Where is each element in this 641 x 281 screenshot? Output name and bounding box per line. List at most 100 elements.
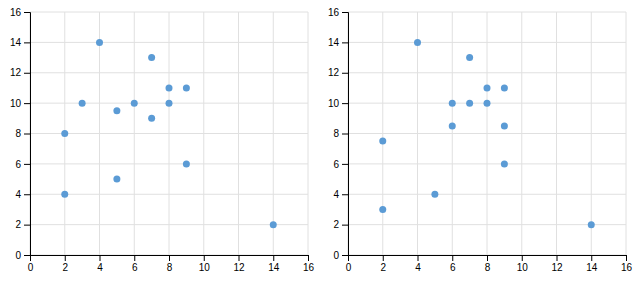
grid-line-y xyxy=(348,12,626,13)
grid-line-y xyxy=(348,194,626,195)
tick: 2 xyxy=(62,255,68,273)
tick-label: 6 xyxy=(450,262,456,273)
point xyxy=(466,100,473,107)
tick-mark xyxy=(24,164,30,165)
tick: 10 xyxy=(328,98,348,109)
point xyxy=(183,160,190,167)
tick: 2 xyxy=(380,255,386,273)
tick-mark xyxy=(24,42,30,43)
tick: 14 xyxy=(328,37,348,48)
tick: 6 xyxy=(450,255,456,273)
points xyxy=(379,39,595,228)
tick-mark xyxy=(134,255,135,261)
tick-label: 2 xyxy=(380,262,386,273)
point xyxy=(414,39,421,46)
tick-label: 0 xyxy=(15,250,21,261)
tick-label: 2 xyxy=(62,262,68,273)
tick: 12 xyxy=(551,255,563,273)
tick: 16 xyxy=(303,255,315,273)
grid-line-y xyxy=(348,42,626,43)
tick-label: 12 xyxy=(551,262,563,273)
tick-label: 8 xyxy=(333,128,339,139)
tick-mark xyxy=(24,255,30,256)
tick-label: 14 xyxy=(10,37,22,48)
tick-label: 16 xyxy=(303,262,315,273)
point xyxy=(79,100,86,107)
point xyxy=(484,84,491,91)
tick: 2 xyxy=(333,219,348,230)
grid-line-y xyxy=(30,12,308,13)
tick-label: 8 xyxy=(485,262,491,273)
tick: 16 xyxy=(328,7,348,18)
tick-label: 4 xyxy=(97,262,103,273)
tick-label: 10 xyxy=(10,98,22,109)
subplot: 02468101214160246810121416 xyxy=(328,7,633,273)
axis-line xyxy=(349,256,627,262)
tick: 16 xyxy=(10,7,30,18)
tick-label: 2 xyxy=(333,219,339,230)
tick-label: 16 xyxy=(10,7,22,18)
point xyxy=(148,54,155,61)
tick: 4 xyxy=(97,255,103,273)
tick-mark xyxy=(591,255,592,261)
tick: 8 xyxy=(15,128,30,139)
point xyxy=(449,122,456,129)
tick-label: 2 xyxy=(15,219,21,230)
y-axis: 0 2 4 6 8 10 12 14 16 xyxy=(10,7,31,261)
points xyxy=(61,39,277,228)
tick-mark xyxy=(342,225,348,226)
tick-mark xyxy=(273,255,274,261)
tick-mark xyxy=(487,255,488,261)
grid-line-y xyxy=(30,42,308,43)
tick-mark xyxy=(342,42,348,43)
chart-canvas: 0246810121416024681012141602468101214160… xyxy=(0,0,641,281)
tick-label: 4 xyxy=(15,189,21,200)
tick-mark xyxy=(557,255,558,261)
tick: 8 xyxy=(485,255,491,273)
tick-mark xyxy=(24,194,30,195)
x-axis: 0246810121416 xyxy=(28,255,315,273)
point xyxy=(61,191,68,198)
tick-label: 14 xyxy=(328,37,340,48)
tick-mark xyxy=(452,255,453,261)
tick: 12 xyxy=(10,67,30,78)
tick-mark xyxy=(342,12,348,13)
tick-label: 4 xyxy=(415,262,421,273)
tick-mark xyxy=(342,134,348,135)
tick: 4 xyxy=(415,255,421,273)
y-axis: 0246810121416 xyxy=(328,7,349,261)
grid-line-y xyxy=(348,133,626,134)
grid-line-y xyxy=(30,163,308,164)
tick-label: 14 xyxy=(586,262,598,273)
point xyxy=(431,191,438,198)
point xyxy=(379,138,386,145)
tick-mark xyxy=(100,255,101,261)
tick-label: 10 xyxy=(328,98,340,109)
tick-mark xyxy=(204,255,205,261)
tick-label: 6 xyxy=(132,262,138,273)
point xyxy=(270,221,277,228)
tick: 0 xyxy=(346,255,352,273)
point xyxy=(131,100,138,107)
tick-mark xyxy=(239,255,240,261)
tick-label: 16 xyxy=(328,7,340,18)
tick-mark xyxy=(626,255,627,261)
tick-mark xyxy=(24,73,30,74)
tick-label: 12 xyxy=(328,67,340,78)
point xyxy=(61,130,68,137)
tick-mark xyxy=(342,164,348,165)
point xyxy=(501,160,508,167)
tick: 0 xyxy=(28,255,34,273)
tick: 8 xyxy=(167,255,173,273)
tick-mark xyxy=(24,12,30,13)
tick: 0 xyxy=(15,250,30,261)
point xyxy=(379,206,386,213)
tick: 6 xyxy=(15,159,30,170)
tick-label: 14 xyxy=(268,262,280,273)
grid-line-y xyxy=(348,72,626,73)
tick: 16 xyxy=(621,255,633,273)
point xyxy=(183,84,190,91)
point xyxy=(96,39,103,46)
point xyxy=(588,221,595,228)
tick-mark xyxy=(24,134,30,135)
